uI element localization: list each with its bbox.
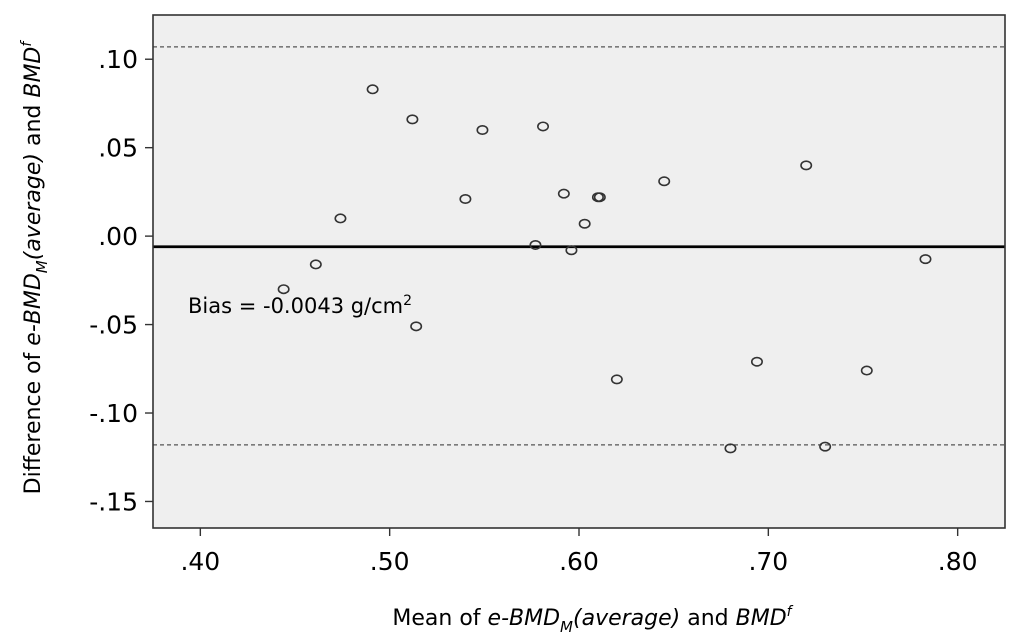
x-label-term2: BMD [736, 606, 787, 631]
x-axis-ticks: .40 .50 .60 .70 .80 [180, 528, 978, 576]
y-tick-label-3: .00 [98, 222, 138, 251]
y-label-term2: BMD [21, 47, 46, 98]
x-label-term1-suffix: (average) [573, 606, 680, 631]
scatter-point-22 [860, 365, 873, 376]
scatter-point-19 [750, 356, 763, 367]
y-tick-label-5: -.10 [89, 399, 138, 428]
x-tick-label-2: .50 [370, 547, 410, 576]
y-label-term1-sub: M [33, 260, 51, 273]
y-tick-label-6: -.15 [89, 487, 138, 516]
scatter-point-20 [800, 160, 813, 171]
scatter-point-23 [919, 254, 932, 265]
x-label-term2-sup: f [787, 604, 794, 620]
scatter-point-4 [366, 84, 379, 95]
x-tick-label-5: .80 [938, 547, 978, 576]
axes: .40 .50 .60 .70 .80 .10 .05 .00 -.05 -.10 -.15 [89, 14, 1006, 576]
y-tick-label-1: .10 [98, 45, 138, 74]
scatter-point-17 [658, 176, 671, 187]
x-tick-label-1: .40 [180, 547, 220, 576]
x-label-joiner: and [680, 606, 735, 631]
scatter-point-2 [309, 259, 322, 270]
y-axis-label: Difference of e-BMDM(average) and BMDf [19, 40, 51, 495]
scatter-point-10 [537, 121, 550, 132]
bias-annotation-text: Bias = -0.0043 g/cm [188, 294, 403, 318]
bias-annotation: Bias = -0.0043 g/cm2 [188, 293, 412, 318]
x-label-term1: e-BMD [488, 606, 561, 631]
y-label-term2-sup: f [19, 40, 35, 47]
reference-lines [153, 46, 1005, 446]
y-tick-label-4: -.05 [89, 311, 138, 340]
scatter-point-6 [410, 321, 423, 332]
scatter-point-5 [406, 114, 419, 125]
plot-area [153, 15, 1005, 528]
scatter-point-16 [610, 374, 623, 385]
scatter-point-7 [459, 193, 472, 204]
scatter-point-18 [724, 443, 737, 454]
y-tick-label-2: .05 [98, 134, 138, 163]
scatter-point-3 [334, 213, 347, 224]
y-label-term1-suffix: (average) [21, 153, 46, 260]
scatter-point-1 [277, 284, 290, 295]
x-tick-label-3: .60 [559, 547, 599, 576]
bias-annotation-superscript: 2 [403, 293, 412, 309]
y-axis-ticks: .10 .05 .00 -.05 -.10 -.15 [89, 45, 153, 516]
y-label-joiner: and [21, 98, 46, 153]
y-label-prefix: Difference of [21, 346, 46, 495]
scatter-point-8 [476, 124, 489, 135]
scatter-point-15 [593, 192, 606, 203]
x-tick-label-4: .70 [748, 547, 788, 576]
scatter-points [277, 84, 932, 454]
scatter-point-12 [565, 245, 578, 256]
x-label-term1-sub: M [560, 618, 573, 636]
x-label-prefix: Mean of [392, 606, 487, 631]
scatter-point-21 [819, 441, 832, 452]
scatter-point-11 [557, 188, 570, 199]
y-label-term1: e-BMD [21, 273, 46, 346]
scatter-point-9 [529, 239, 542, 250]
scatter-point-13 [578, 218, 591, 229]
x-axis-label: Mean of e-BMDM(average) and BMDf [392, 604, 793, 636]
